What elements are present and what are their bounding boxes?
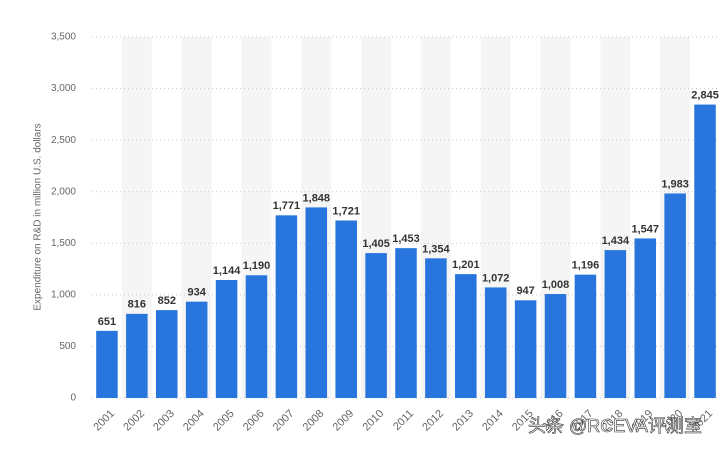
x-tick-label: 2014 [480, 408, 506, 434]
y-tick-label: 0 [70, 393, 76, 404]
value-label: 1,196 [572, 260, 600, 272]
value-label: 1,547 [631, 223, 659, 235]
bar [215, 280, 238, 398]
value-label: 1,008 [542, 279, 570, 291]
y-tick-label: 3,500 [51, 32, 76, 43]
value-label: 1,405 [362, 238, 390, 250]
x-tick-label: 2004 [181, 408, 207, 434]
bar [395, 248, 417, 398]
bar [484, 287, 507, 398]
bar [514, 300, 537, 398]
value-label: 651 [98, 316, 116, 328]
x-tick-label: 2003 [151, 408, 177, 434]
bar [604, 250, 627, 398]
x-tick-label: 2009 [331, 408, 357, 434]
y-tick-label: 1,500 [51, 238, 76, 249]
x-tick-label: 2010 [360, 408, 386, 434]
bar [544, 294, 567, 398]
value-label: 947 [516, 285, 534, 297]
x-tick-label: 2011 [391, 408, 416, 433]
value-label: 1,354 [422, 243, 450, 255]
bar [96, 330, 118, 398]
value-label: 1,721 [332, 205, 360, 217]
x-tick-label: 2006 [241, 408, 267, 434]
value-label: 1,201 [452, 259, 480, 271]
x-tick-label: 2013 [450, 408, 476, 434]
bar [425, 258, 447, 398]
value-label: 1,190 [243, 260, 271, 272]
bar [335, 220, 357, 398]
bar [455, 274, 477, 398]
x-tick-label: 2012 [420, 408, 446, 434]
bar [275, 215, 298, 398]
x-tick-label: 2005 [211, 408, 237, 434]
value-label: 1,144 [213, 265, 241, 277]
value-label: 1,434 [602, 235, 630, 247]
value-label: 1,848 [303, 192, 331, 204]
value-label: 1,453 [392, 233, 420, 245]
y-tick-label: 500 [59, 341, 76, 352]
bar [305, 207, 328, 398]
value-label: 934 [187, 287, 206, 299]
value-label: 1,983 [661, 178, 689, 190]
y-tick-label: 1,000 [51, 289, 76, 300]
x-tick-label: 2001 [91, 408, 117, 434]
bar [664, 193, 686, 398]
bar [155, 310, 178, 398]
bar [634, 238, 657, 398]
y-tick-label: 2,000 [51, 186, 76, 197]
x-tick-label: 2008 [301, 408, 327, 434]
value-label: 1,072 [482, 272, 510, 284]
y-tick-label: 3,000 [51, 83, 76, 94]
value-label: 2,845 [691, 89, 719, 101]
bar [694, 104, 716, 399]
bar [126, 313, 148, 398]
x-tick-label: 2007 [271, 408, 297, 434]
x-tick-label: 2002 [121, 408, 147, 434]
bar [574, 274, 597, 398]
y-tick-label: 2,500 [51, 135, 76, 146]
watermark: 头条 @RCEVA评测室 [528, 416, 702, 436]
bar [245, 275, 268, 398]
bar [365, 253, 387, 398]
bar [185, 301, 208, 398]
value-label: 816 [128, 299, 146, 311]
value-label: 1,771 [273, 200, 301, 212]
value-label: 852 [158, 295, 176, 307]
y-axis-label: Expenditure on R&D in million U.S. dolla… [33, 123, 44, 310]
